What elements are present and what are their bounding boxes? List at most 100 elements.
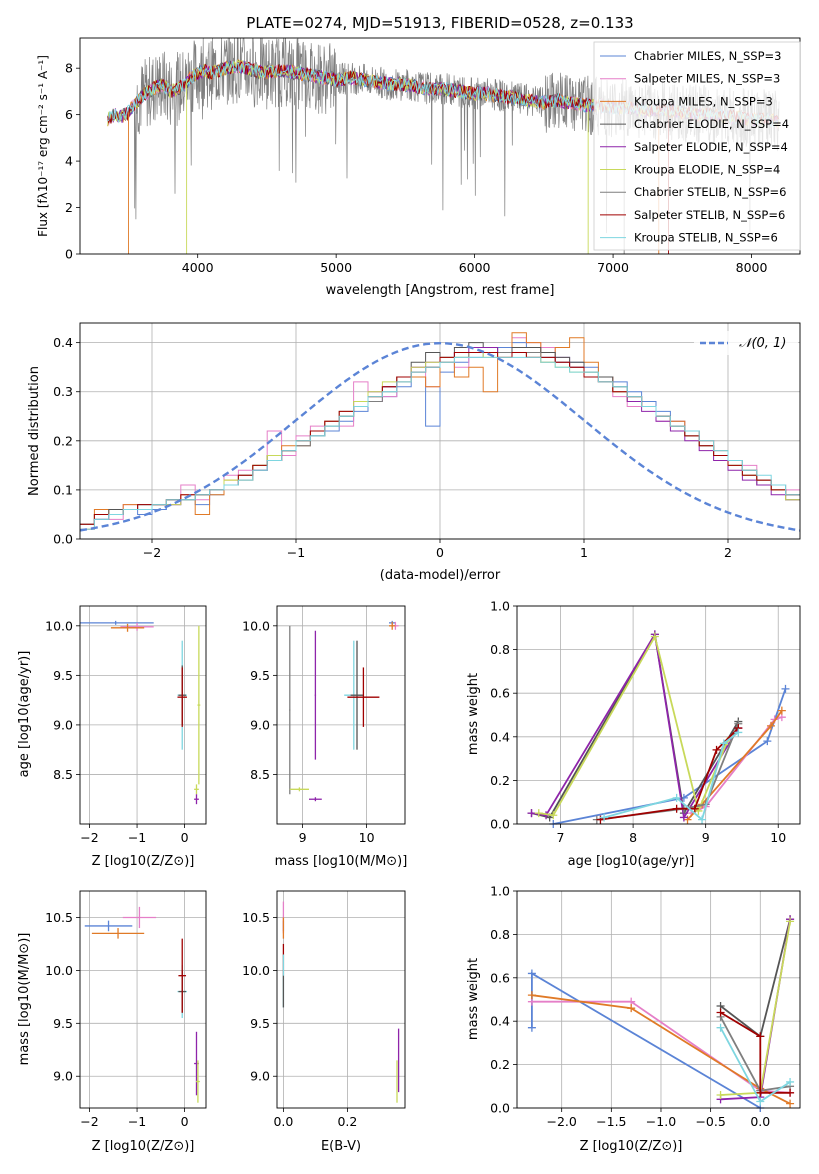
mass-weight-vs-age-axes: 7 8 9 10 0.0 0.2 0.4 0.6 0.8 1.0	[490, 599, 801, 845]
x-tick-label: 7	[557, 830, 565, 845]
mass-weight-line	[603, 731, 739, 822]
legend-label: Kroupa ELODIE, N_SSP=4	[634, 163, 780, 177]
legend-label: Salpeter STELIB, N_SSP=6	[634, 208, 785, 222]
x-tick-label: 9	[299, 830, 307, 845]
spectrum-legend: Chabrier MILES, N_SSP=3 Salpeter MILES, N…	[593, 41, 801, 251]
axes-frame	[276, 890, 406, 1109]
panel4-xlabel: mass [log10(M/M⊙)]	[275, 854, 408, 869]
x-tick-label: 7000	[597, 260, 629, 275]
mass-weight-line	[596, 723, 740, 821]
age-vs-metallicity-axes: −2 −1 0 8.5 9.0 9.5 10.0	[45, 605, 207, 845]
x-tick-label: 9	[702, 830, 710, 845]
mass-weight-line	[553, 688, 787, 824]
plus-marker	[763, 737, 772, 746]
plus-marker	[786, 1077, 795, 1086]
y-tick-label: 0.4	[490, 1014, 510, 1029]
y-tick-label: 0	[65, 247, 73, 262]
legend-label: Chabrier ELODIE, N_SSP=4	[634, 117, 789, 131]
plus-marker	[698, 815, 707, 824]
x-tick-label: −1	[128, 830, 146, 845]
plus-marker	[600, 813, 609, 822]
y-tick-label: 10.0	[242, 963, 270, 978]
y-tick-label: 0.2	[490, 773, 510, 788]
y-tick-label: 0.6	[490, 970, 510, 985]
y-tick-label: 9.5	[53, 1016, 73, 1031]
y-tick-label: 9.5	[250, 668, 270, 683]
legend-label: Kroupa MILES, N_SSP=3	[634, 94, 773, 108]
plus-marker	[527, 809, 536, 818]
x-tick-label: −1.5	[596, 1114, 626, 1129]
age-vs-mass-axes: 9 10 8.5 9.0 9.5 10.0	[242, 605, 406, 845]
x-tick-label: 8000	[736, 260, 768, 275]
panel5-ylabel: mass weight	[466, 673, 481, 755]
x-tick-label: −1.0	[646, 1114, 676, 1129]
y-tick-label: 9.5	[250, 1016, 270, 1031]
spectrum-ylabel: Flux [fλ10⁻¹⁷ erg cm⁻² s⁻¹ A⁻¹]	[36, 55, 50, 237]
x-tick-label: 6000	[459, 260, 491, 275]
x-tick-label: −2.0	[547, 1114, 577, 1129]
x-tick-label: 0	[181, 830, 189, 845]
histogram-series-step	[80, 356, 800, 530]
axes-frame	[79, 890, 207, 1109]
plus-marker	[777, 706, 786, 715]
plus-marker	[716, 1090, 725, 1099]
y-tick-label: 9.0	[53, 717, 73, 732]
spectrum-title: PLATE=0274, MJD=51913, FIBERID=0528, z=0…	[246, 14, 633, 32]
x-tick-label: 5000	[320, 260, 352, 275]
panel3-ylabel: age [log10(age/yr)]	[17, 651, 32, 778]
plus-marker	[716, 1008, 725, 1017]
residual-histogram-axes: −2 −1 0 1 2 0.0 0.1 0.2 0.3 0.4	[53, 322, 801, 560]
panel8-xlabel: Z [log10(Z/Z⊙)]	[580, 1139, 683, 1154]
x-tick-label: 2	[724, 545, 732, 560]
y-tick-label: 8	[65, 61, 73, 76]
x-tick-label: 4000	[182, 260, 214, 275]
plus-marker	[716, 1023, 725, 1032]
mass-weight-line	[531, 994, 791, 1105]
panel6-ylabel: mass [log10(M/M⊙)]	[17, 933, 32, 1066]
mass-weight-line	[720, 921, 791, 1096]
x-tick-label: −2	[143, 545, 161, 560]
plus-marker	[527, 1023, 536, 1032]
y-tick-label: 1.0	[490, 599, 510, 614]
plus-marker	[756, 1097, 765, 1106]
mass-weight-line	[719, 1016, 791, 1092]
plus-marker	[756, 1032, 765, 1041]
y-tick-label: 2	[65, 200, 73, 215]
histogram-xlabel: (data-model)/error	[380, 568, 501, 583]
y-tick-label: 9.0	[53, 1069, 73, 1084]
x-tick-label: 0.0	[273, 1114, 293, 1129]
mass-vs-metallicity-axes: −2 −1 0 9.0 9.5 10.0 10.5	[45, 890, 207, 1129]
mass-weight-vs-metallicity-axes: −2.0 −1.5 −1.0 −0.5 0.0 0.0 0.2 0.4 0.6 0.8 1.0	[490, 884, 801, 1129]
spectrum-xlabel: wavelength [Angstrom, rest frame]	[326, 283, 555, 298]
panel5-xlabel: age [log10(age/yr)]	[568, 854, 695, 869]
plus-marker	[756, 1088, 765, 1097]
plus-marker	[527, 991, 536, 1000]
axes-frame	[516, 890, 801, 1109]
legend-label: Kroupa STELIB, N_SSP=6	[634, 231, 778, 245]
plus-marker	[786, 917, 795, 926]
plus-marker	[679, 813, 688, 822]
panel7-xlabel: E(B-V)	[321, 1139, 361, 1154]
y-tick-label: 10.0	[242, 618, 270, 633]
plus-marker	[766, 721, 775, 730]
legend-label: Chabrier MILES, N_SSP=3	[634, 49, 781, 63]
y-tick-label: 8.5	[53, 767, 73, 782]
x-tick-label: 10	[359, 830, 375, 845]
x-tick-label: 0	[181, 1114, 189, 1129]
y-tick-label: 0.6	[490, 686, 510, 701]
plus-marker	[527, 969, 536, 978]
mass-vs-ebv-axes: 0.0 0.2 9.0 9.5 10.0 10.5	[242, 890, 406, 1129]
x-tick-label: −1	[128, 1114, 146, 1129]
mass-weight-line	[531, 971, 761, 1108]
x-tick-label: 0	[436, 545, 444, 560]
y-tick-label: 0.0	[53, 532, 73, 547]
y-tick-label: 0.8	[490, 927, 510, 942]
axes-frame	[79, 322, 801, 540]
y-tick-label: 0.0	[490, 1101, 510, 1116]
y-tick-label: 9.5	[53, 668, 73, 683]
plus-marker	[627, 1004, 636, 1013]
normal-curve-line	[80, 341, 800, 532]
normal-curve-legend-label: 𝒩(0, 1)	[739, 336, 786, 351]
plus-marker	[786, 1099, 795, 1108]
